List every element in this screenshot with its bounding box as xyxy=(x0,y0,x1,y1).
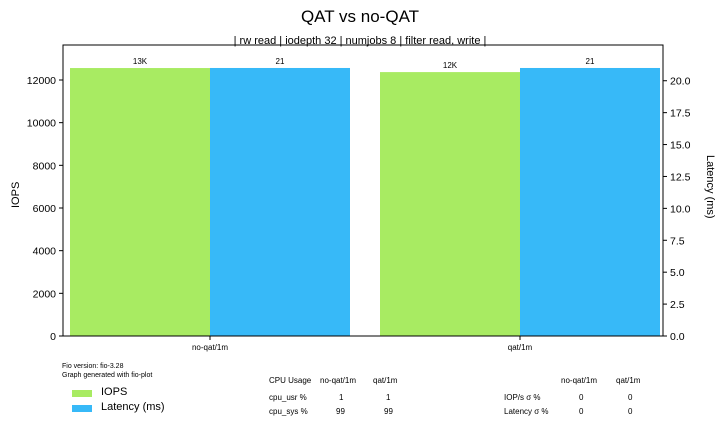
y2-tick-label: 2.5 xyxy=(670,299,685,311)
y2-tick-label: 0.0 xyxy=(670,331,685,343)
generated-with: Graph generated with fio-plot xyxy=(62,372,153,379)
y-axis-label: IOPS xyxy=(10,181,22,208)
cpu-cell: cpu_sys % xyxy=(269,407,308,416)
legend-swatch-iops xyxy=(72,390,92,397)
cpu-header: qat/1m xyxy=(373,376,398,385)
y-tick-label: 6000 xyxy=(33,203,57,215)
y2-tick-label: 12.5 xyxy=(670,171,691,183)
stddev-cell: 0 xyxy=(628,393,633,402)
y2-tick-label: 15.0 xyxy=(670,140,691,152)
cpu-cell: 1 xyxy=(339,393,344,402)
data-label: 13K xyxy=(133,57,148,66)
cpu-cell: 99 xyxy=(384,407,393,416)
y2-tick-label: 20.0 xyxy=(670,76,691,88)
bar-latency xyxy=(210,67,350,336)
y2-tick-label: 5.0 xyxy=(670,267,685,279)
stddev-cell: 0 xyxy=(579,407,584,416)
x-tick-label: no-qat/1m xyxy=(192,343,228,352)
stddev-cell: Latency σ % xyxy=(504,407,549,416)
chart-title: QAT vs no-QAT xyxy=(300,7,420,26)
y2-axis-label: Latency (ms) xyxy=(704,155,716,219)
y2-tick-label: 17.5 xyxy=(670,108,691,120)
stddev-cell: 0 xyxy=(628,407,633,416)
stddev-header: qat/1m xyxy=(616,376,641,385)
y-tick-label: 2000 xyxy=(33,288,57,300)
x-tick-label: qat/1m xyxy=(508,343,533,352)
bar-iops xyxy=(380,72,520,336)
data-label: 21 xyxy=(276,57,285,66)
stddev-cell: 0 xyxy=(579,393,584,402)
bar-latency xyxy=(520,67,660,336)
y2-tick-label: 7.5 xyxy=(670,235,685,247)
cpu-cell: cpu_usr % xyxy=(269,393,307,402)
cpu-header: no-qat/1m xyxy=(320,376,357,385)
y-tick-label: 8000 xyxy=(33,160,57,172)
cpu-cell: 1 xyxy=(386,393,391,402)
y-tick-label: 12000 xyxy=(27,75,56,87)
y-tick-label: 4000 xyxy=(33,246,57,258)
y-tick-label: 10000 xyxy=(27,118,56,130)
bar-iops xyxy=(70,68,210,337)
cpu-header: CPU Usage xyxy=(269,376,312,385)
y-tick-label: 0 xyxy=(50,331,56,343)
legend-label-latency: Latency (ms) xyxy=(101,401,165,413)
legend-label-iops: IOPS xyxy=(101,386,128,398)
plot-frame xyxy=(62,44,664,337)
legend-swatch-latency xyxy=(72,405,92,412)
data-label: 12K xyxy=(443,61,458,70)
chart-subtitle: | rw read | iodepth 32 | numjobs 8 | fil… xyxy=(233,35,487,47)
fio-version: Fio version: fio-3.28 xyxy=(62,363,124,370)
cpu-cell: 99 xyxy=(336,407,345,416)
y2-tick-label: 10.0 xyxy=(670,203,691,215)
data-label: 21 xyxy=(586,57,595,66)
stddev-header: no-qat/1m xyxy=(561,376,598,385)
stddev-cell: IOP/s σ % xyxy=(504,393,541,402)
